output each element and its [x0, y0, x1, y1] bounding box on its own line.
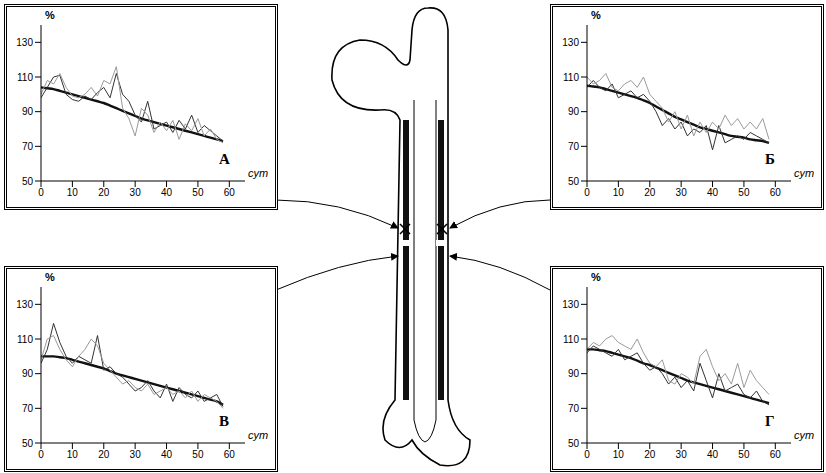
svg-text:50: 50 [192, 187, 204, 198]
html-text:Г: Г [765, 413, 775, 429]
html-text:сут: сут [248, 167, 268, 179]
svg-text:90: 90 [22, 106, 34, 117]
svg-text:40: 40 [161, 449, 173, 460]
svg-text:0: 0 [584, 449, 590, 460]
svg-text:10: 10 [67, 187, 79, 198]
svg-text:130: 130 [562, 299, 579, 310]
svg-text:90: 90 [22, 368, 34, 379]
svg-text:50: 50 [22, 176, 34, 187]
svg-text:60: 60 [770, 187, 782, 198]
svg-text:50: 50 [568, 176, 580, 187]
svg-text:10: 10 [67, 449, 79, 460]
html-text:сут: сут [794, 167, 814, 179]
svg-text:20: 20 [644, 449, 656, 460]
svg-text:40: 40 [707, 449, 719, 460]
html-text:А: А [219, 151, 230, 167]
svg-text:60: 60 [770, 449, 782, 460]
svg-text:110: 110 [563, 334, 579, 345]
svg-text:90: 90 [568, 106, 580, 117]
svg-text:110: 110 [563, 72, 579, 83]
svg-text:30: 30 [130, 187, 142, 198]
svg-text:130: 130 [562, 37, 579, 48]
html-text:сут: сут [248, 429, 268, 441]
svg-text:70: 70 [22, 403, 34, 414]
svg-text:20: 20 [98, 449, 110, 460]
svg-text:130: 130 [16, 37, 33, 48]
svg-text:20: 20 [98, 187, 110, 198]
html-text:Б: Б [765, 151, 775, 167]
svg-text:50: 50 [738, 187, 750, 198]
html-text:сут: сут [794, 429, 814, 441]
svg-text:50: 50 [738, 449, 750, 460]
svg-text:70: 70 [568, 403, 580, 414]
svg-text:40: 40 [161, 187, 173, 198]
svg-text:110: 110 [17, 72, 33, 83]
svg-text:60: 60 [224, 449, 236, 460]
svg-text:50: 50 [568, 438, 580, 449]
svg-text:130: 130 [16, 299, 33, 310]
svg-text:0: 0 [38, 187, 44, 198]
svg-text:90: 90 [568, 368, 580, 379]
svg-text:10: 10 [613, 187, 625, 198]
svg-text:30: 30 [130, 449, 142, 460]
svg-text:50: 50 [192, 449, 204, 460]
svg-text:30: 30 [676, 187, 688, 198]
svg-text:10: 10 [613, 449, 625, 460]
svg-text:70: 70 [22, 141, 34, 152]
html-text:В: В [219, 413, 229, 429]
svg-text:110: 110 [17, 334, 33, 345]
svg-text:20: 20 [644, 187, 656, 198]
svg-text:30: 30 [676, 449, 688, 460]
svg-text:70: 70 [568, 141, 580, 152]
svg-text:0: 0 [584, 187, 590, 198]
svg-text:40: 40 [707, 187, 719, 198]
svg-text:60: 60 [224, 187, 236, 198]
svg-text:50: 50 [22, 438, 34, 449]
svg-text:0: 0 [38, 449, 44, 460]
